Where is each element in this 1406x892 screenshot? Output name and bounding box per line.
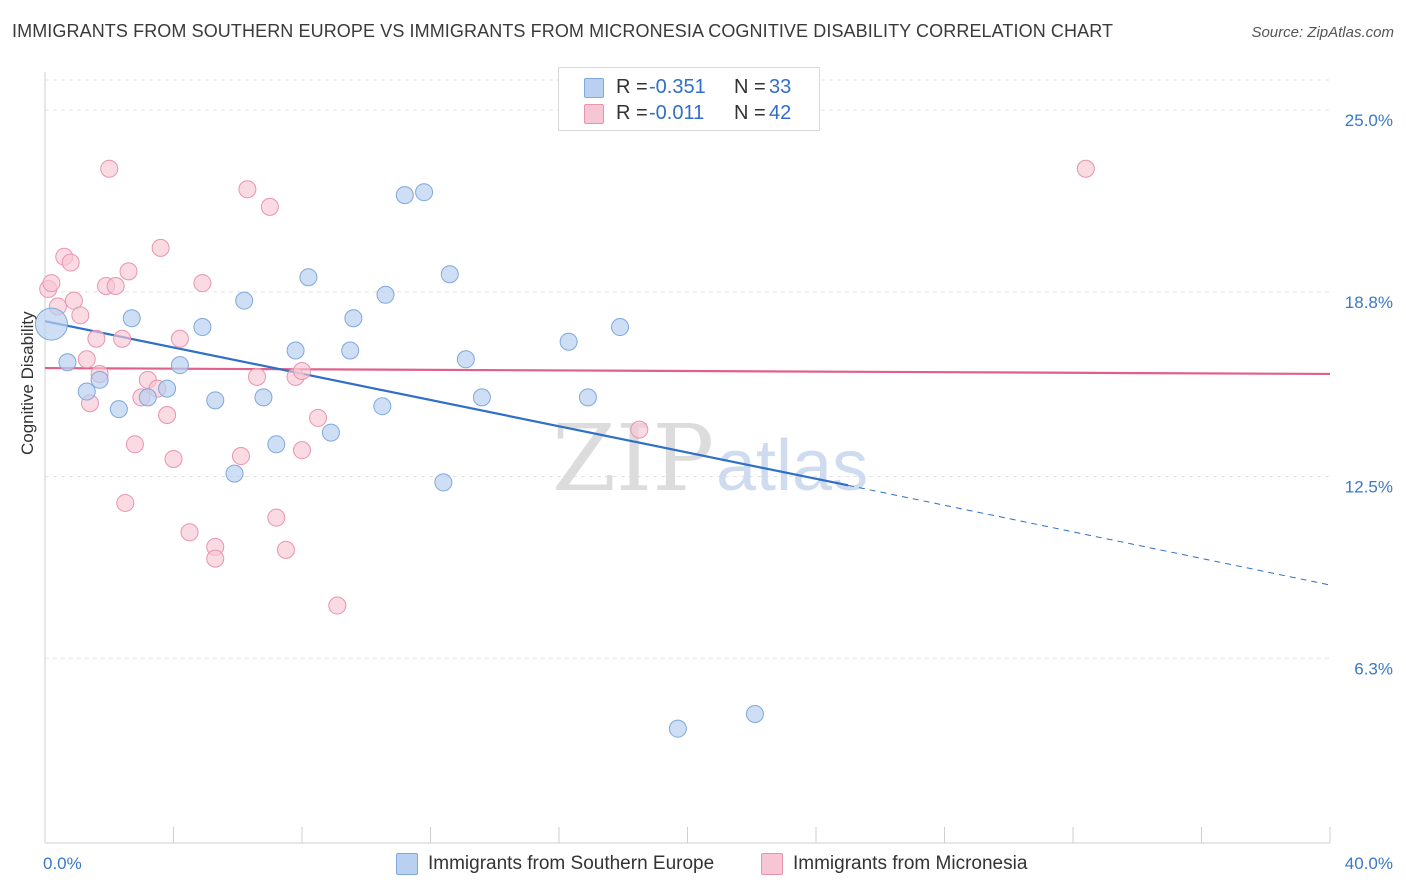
data-point-micronesia [231, 447, 250, 466]
data-point-micronesia [206, 549, 225, 568]
data-point-micronesia [71, 306, 90, 325]
legend-r-value: -0.011 [649, 101, 705, 124]
correlation-legend: R = -0.351 N = 33 R = -0.011 N = 42 [558, 67, 820, 131]
data-point-southern-europe [138, 388, 157, 407]
data-point-micronesia [293, 441, 311, 460]
data-point-southern-europe [254, 388, 273, 407]
data-point-micronesia [125, 435, 144, 454]
data-point-southern-europe [77, 382, 96, 401]
data-point-southern-europe [376, 285, 395, 304]
data-point-micronesia [328, 596, 347, 615]
data-point-micronesia [119, 262, 138, 281]
data-point-southern-europe [415, 183, 434, 202]
data-point-micronesia [276, 540, 295, 559]
data-point-southern-europe [434, 473, 453, 492]
data-point-micronesia [248, 367, 267, 386]
data-point-southern-europe [472, 388, 491, 407]
data-point-micronesia [267, 508, 286, 527]
legend-swatch-pink [584, 104, 604, 124]
data-point-micronesia [106, 277, 125, 296]
legend-r-value: -0.351 [649, 75, 706, 98]
data-point-micronesia [170, 329, 189, 348]
trend-line-micronesia [44, 366, 1331, 376]
data-point-southern-europe [193, 318, 212, 337]
data-point-southern-europe [286, 341, 305, 360]
data-point-micronesia [158, 405, 177, 424]
data-point-micronesia [180, 523, 199, 542]
data-point-southern-europe [668, 719, 687, 738]
data-point-micronesia [100, 159, 119, 178]
y-axis-label: Cognitive Disability [18, 311, 37, 455]
data-point-micronesia [42, 274, 61, 293]
data-point-southern-europe [206, 391, 225, 410]
chart-title: IMMIGRANTS FROM SOUTHERN EUROPE VS IMMIG… [12, 21, 1114, 41]
data-point-southern-europe [745, 705, 764, 724]
data-point-micronesia [61, 253, 80, 272]
data-point-micronesia [164, 449, 183, 468]
data-point-southern-europe [559, 332, 578, 351]
data-point-micronesia [1076, 159, 1095, 178]
data-point-micronesia [87, 329, 106, 348]
data-point-southern-europe [122, 309, 141, 328]
watermark-zip: ZIP [552, 405, 714, 512]
data-point-southern-europe [321, 423, 340, 442]
data-point-micronesia [293, 362, 311, 381]
data-point-micronesia [116, 493, 135, 512]
data-point-southern-europe [225, 464, 244, 483]
data-point-southern-europe [578, 388, 597, 407]
data-point-southern-europe [395, 186, 414, 205]
legend-n-label: N = [734, 75, 766, 98]
data-point-micronesia [77, 350, 96, 369]
x-tick-label: 0.0% [43, 854, 82, 873]
data-point-micronesia [113, 329, 132, 348]
data-point-southern-europe [611, 318, 630, 337]
x-tick-label: 40.0% [1345, 854, 1393, 873]
legend-n-value: 33 [769, 75, 792, 98]
data-point-micronesia [260, 197, 279, 216]
legend-swatch-pink [761, 853, 783, 875]
data-point-micronesia [151, 238, 170, 257]
data-point-southern-europe [341, 341, 360, 360]
data-point-southern-europe [90, 370, 109, 389]
y-tick-label: 25.0% [1345, 111, 1393, 130]
watermark: ZIP atlas [552, 405, 868, 512]
data-point-southern-europe [158, 379, 177, 398]
bottom-legend-label: Immigrants from Micronesia [793, 853, 1028, 874]
y-tick-label: 18.8% [1345, 293, 1393, 312]
legend-r-label: R = [616, 101, 648, 124]
data-point-southern-europe [34, 307, 68, 341]
trend-line-southern-europe-extrapolated [848, 484, 1331, 586]
legend-swatch-blue [584, 78, 604, 98]
data-point-southern-europe [58, 353, 77, 372]
data-point-southern-europe [109, 400, 128, 419]
data-point-southern-europe [440, 265, 459, 284]
data-point-southern-europe [344, 309, 363, 328]
y-tick-label: 12.5% [1345, 478, 1393, 497]
data-point-southern-europe [267, 435, 286, 454]
trend-line-southern-europe [44, 320, 849, 487]
data-point-micronesia [309, 408, 328, 427]
data-point-southern-europe [170, 356, 189, 375]
legend-n-label: N = [734, 101, 766, 124]
bottom-legend-label: Immigrants from Southern Europe [428, 853, 715, 874]
data-point-southern-europe [373, 397, 392, 416]
y-tick-label: 6.3% [1354, 659, 1393, 678]
data-point-micronesia [238, 180, 257, 199]
data-point-micronesia [193, 274, 212, 293]
data-point-southern-europe [235, 291, 254, 310]
legend-swatch-blue [396, 853, 418, 875]
data-point-micronesia [630, 420, 649, 439]
legend-n-value: 42 [769, 101, 792, 124]
data-point-southern-europe [299, 268, 318, 287]
watermark-atlas: atlas [716, 426, 868, 506]
source-label: Source: ZipAtlas.com [1251, 24, 1394, 41]
legend-r-label: R = [616, 75, 648, 98]
data-point-southern-europe [456, 350, 475, 369]
